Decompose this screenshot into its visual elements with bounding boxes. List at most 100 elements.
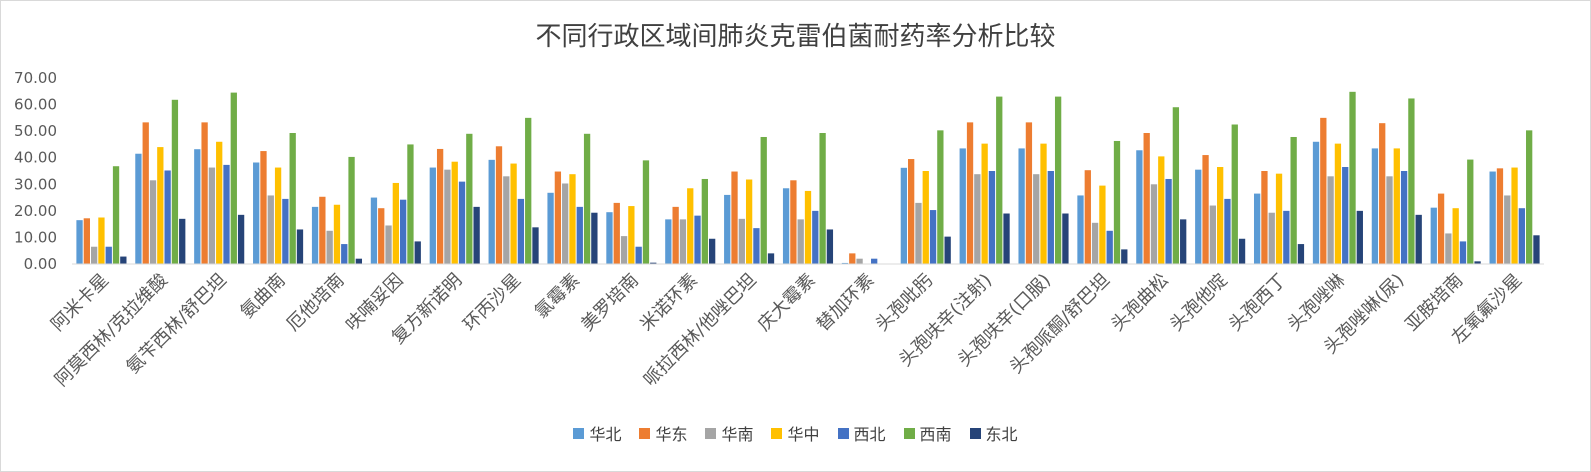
bar [1511, 167, 1518, 264]
bar [525, 117, 532, 264]
bar [1253, 193, 1261, 264]
bar [672, 206, 679, 264]
bar [1379, 123, 1386, 264]
bar [311, 206, 319, 264]
bar [1393, 148, 1400, 264]
bar [1430, 207, 1437, 264]
bar [1165, 178, 1172, 264]
legend-label: 华北 [589, 425, 622, 444]
bar [1084, 170, 1091, 264]
bar [620, 236, 628, 264]
bar [731, 171, 738, 264]
legend: 华北 华东 华南 华中 西北 西南 东北 [0, 421, 1591, 445]
bar [1297, 244, 1305, 264]
bar [1158, 156, 1165, 264]
bar [149, 180, 157, 264]
legend-swatch [837, 427, 849, 439]
bar [1496, 168, 1504, 264]
legend-label: 西北 [853, 425, 886, 444]
bar [179, 218, 186, 264]
bar [274, 167, 282, 264]
bar [569, 174, 576, 264]
y-tick-label: 50.00 [14, 122, 57, 140]
legend-item: 东北 [969, 421, 1018, 445]
chart-title: 不同行政区域间肺炎克雷伯菌耐药率分析比较 [535, 22, 1056, 52]
bar [929, 210, 937, 264]
bar [237, 214, 245, 264]
bar [1386, 176, 1393, 264]
bar [1136, 150, 1143, 264]
legend-label: 东北 [985, 425, 1018, 444]
x-tick-label: 哌拉西林/他唑巴坦 [640, 270, 761, 391]
bar [1077, 195, 1084, 264]
bar [782, 188, 790, 264]
x-tick-label: 替加环素 [813, 270, 879, 336]
bar [451, 161, 458, 264]
bar [694, 215, 701, 264]
bar [1459, 241, 1467, 264]
x-tick-label: 头孢西丁 [1225, 270, 1291, 336]
bar [1172, 107, 1180, 264]
bar [724, 194, 731, 264]
bar [1150, 184, 1158, 264]
bar [414, 241, 421, 264]
bar [1518, 208, 1526, 264]
bar [1526, 130, 1533, 264]
bar [120, 256, 127, 264]
bar [466, 133, 473, 264]
bar [201, 122, 208, 265]
bar [208, 167, 216, 264]
bar [1003, 213, 1010, 264]
bar [326, 230, 333, 264]
bar [1238, 238, 1246, 264]
bar [1099, 185, 1106, 264]
bar [1474, 261, 1481, 264]
bar [1275, 173, 1283, 264]
bar [1091, 222, 1099, 264]
x-tick-label: 厄他培南 [283, 270, 349, 336]
bar [804, 190, 812, 264]
bar [171, 99, 179, 264]
bar [708, 238, 716, 264]
bar [319, 196, 326, 264]
bar [296, 229, 304, 264]
bar [738, 218, 745, 264]
x-tick-label: 庆大霉素 [754, 270, 820, 336]
legend-item: 华北 [573, 421, 621, 445]
bar [378, 208, 385, 264]
bar [679, 219, 687, 264]
bar [436, 148, 444, 264]
bar [687, 188, 694, 264]
bar [1261, 171, 1268, 264]
bar [642, 160, 650, 264]
bar [488, 159, 495, 264]
bar [606, 212, 613, 264]
bar [1342, 167, 1349, 264]
bar [790, 180, 797, 264]
bar [407, 144, 414, 264]
legend-label: 华中 [787, 425, 820, 444]
bar [753, 228, 760, 264]
bar [135, 153, 142, 264]
x-tick-label: 阿莫西林/克拉维酸 [51, 270, 172, 391]
bar [1231, 124, 1238, 264]
bar [348, 156, 355, 264]
bar [1283, 210, 1290, 264]
bar [260, 151, 267, 264]
legend-swatch [771, 427, 783, 439]
bar [1113, 140, 1121, 264]
legend-label: 华东 [655, 425, 688, 444]
legend-swatch [969, 427, 981, 439]
bar [760, 136, 767, 264]
bar [392, 182, 399, 264]
bar [937, 130, 944, 264]
legend-label: 华南 [721, 425, 754, 444]
bar [1033, 174, 1040, 264]
bar [996, 96, 1003, 264]
bar [1445, 233, 1452, 264]
legend-swatch [705, 427, 717, 439]
bar [289, 133, 296, 264]
bar [1437, 193, 1445, 264]
bar [253, 162, 260, 264]
bar [665, 219, 672, 264]
